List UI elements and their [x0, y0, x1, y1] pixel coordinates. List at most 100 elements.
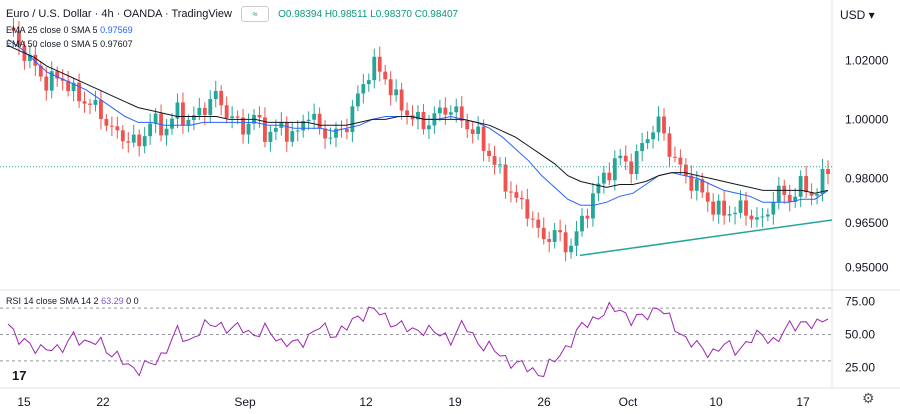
ema50-label: EMA 50 close 0 SMA 5	[6, 39, 98, 49]
candle	[662, 108, 666, 141]
candle	[148, 113, 153, 145]
candle	[230, 106, 235, 129]
candle	[612, 150, 617, 191]
candle	[727, 205, 732, 223]
candle	[623, 145, 628, 171]
candle	[776, 177, 781, 210]
candle	[334, 122, 338, 148]
ema25-label: EMA 25 close 0 SMA 5	[6, 25, 98, 35]
candle	[164, 118, 169, 146]
candle	[760, 207, 765, 228]
candle	[377, 46, 382, 82]
candle	[530, 211, 535, 228]
time-tick-label: Oct	[619, 395, 638, 409]
candle	[771, 191, 776, 225]
ema-lines	[7, 39, 829, 206]
currency-label: USD	[840, 8, 866, 22]
candle	[268, 125, 273, 152]
candle	[787, 184, 792, 212]
candle	[170, 113, 174, 135]
candle	[519, 190, 524, 210]
candle	[656, 106, 661, 142]
candle	[465, 113, 470, 139]
candle	[618, 148, 623, 166]
candle	[749, 209, 754, 228]
ema25-legend[interactable]: EMA 25 close 0 SMA 5 0.97569	[6, 25, 133, 35]
candle	[306, 111, 311, 130]
time-tick-label: Sep	[234, 395, 256, 409]
candle	[503, 156, 508, 199]
candle	[552, 222, 557, 249]
candle	[711, 193, 716, 222]
candle	[159, 104, 163, 142]
candle	[454, 98, 459, 123]
symbol-title[interactable]: Euro / U.S. Dollar · 4h · OANDA · Tradin…	[6, 7, 232, 20]
candle	[563, 224, 568, 262]
candle	[569, 238, 573, 259]
candle	[738, 190, 743, 219]
candle	[213, 80, 218, 108]
candle	[93, 90, 98, 112]
rsi-value: 63.29	[101, 296, 124, 306]
candle	[405, 102, 409, 125]
time-tick-label: 17	[796, 395, 810, 409]
candle	[77, 73, 81, 108]
time-tick-label: 26	[537, 395, 551, 409]
candle	[345, 118, 349, 140]
support-trendline[interactable]	[579, 219, 833, 257]
candle	[416, 105, 420, 130]
candle	[115, 116, 120, 139]
candle	[509, 181, 513, 203]
time-tick-label: 22	[96, 395, 110, 409]
candle	[366, 73, 371, 92]
ema50-legend[interactable]: EMA 50 close 0 SMA 5 0.97607	[6, 39, 133, 49]
candle	[33, 45, 38, 76]
candle	[181, 92, 185, 134]
candle	[755, 207, 759, 228]
candle	[219, 85, 224, 116]
candle	[137, 129, 142, 157]
candle	[443, 97, 448, 125]
candle	[295, 120, 300, 142]
ohlc-values: O0.98394 H0.98511 L0.98370 C0.98407	[278, 8, 459, 20]
candle	[71, 77, 76, 102]
candle	[607, 162, 612, 186]
gear-icon[interactable]: ⚙	[862, 390, 875, 406]
candle	[142, 127, 147, 154]
chevron-down-icon: ▾	[865, 8, 875, 22]
candle	[689, 165, 694, 200]
candle	[804, 165, 809, 199]
candle	[793, 188, 798, 208]
candle	[153, 108, 158, 134]
ema50-line	[7, 45, 829, 194]
candle	[541, 217, 546, 245]
candle	[694, 170, 699, 201]
candle	[744, 191, 748, 226]
candle	[241, 108, 245, 144]
candle	[667, 126, 672, 168]
candle	[476, 116, 481, 141]
candle	[705, 182, 710, 212]
time-tick-label: 19	[448, 395, 462, 409]
tradingview-logo-icon[interactable]: 17	[12, 368, 27, 383]
candle	[126, 132, 131, 153]
currency-selector[interactable]: USD ▾	[840, 8, 875, 22]
candles	[11, 18, 830, 262]
candle	[301, 114, 306, 138]
price-tick-label: 0.95000	[845, 260, 889, 274]
price-tick-label: 0.96500	[845, 216, 889, 230]
rsi-legend[interactable]: RSI 14 close SMA 14 2 63.29 0 0	[6, 296, 139, 306]
candle	[733, 206, 737, 225]
candle	[410, 105, 415, 127]
candle	[388, 71, 393, 106]
candle	[175, 93, 180, 129]
candle	[525, 188, 530, 227]
rsi-pane	[0, 301, 832, 378]
rsi-axis: 75.00 50.00 25.00	[845, 295, 875, 375]
market-status-badge[interactable]: ≈	[241, 6, 270, 22]
rsi-tick-label: 75.00	[845, 295, 875, 309]
trendline	[579, 219, 833, 257]
candle	[498, 157, 502, 174]
time-axis: 15 22 Sep 12 19 26 Oct 10 17	[17, 395, 810, 409]
